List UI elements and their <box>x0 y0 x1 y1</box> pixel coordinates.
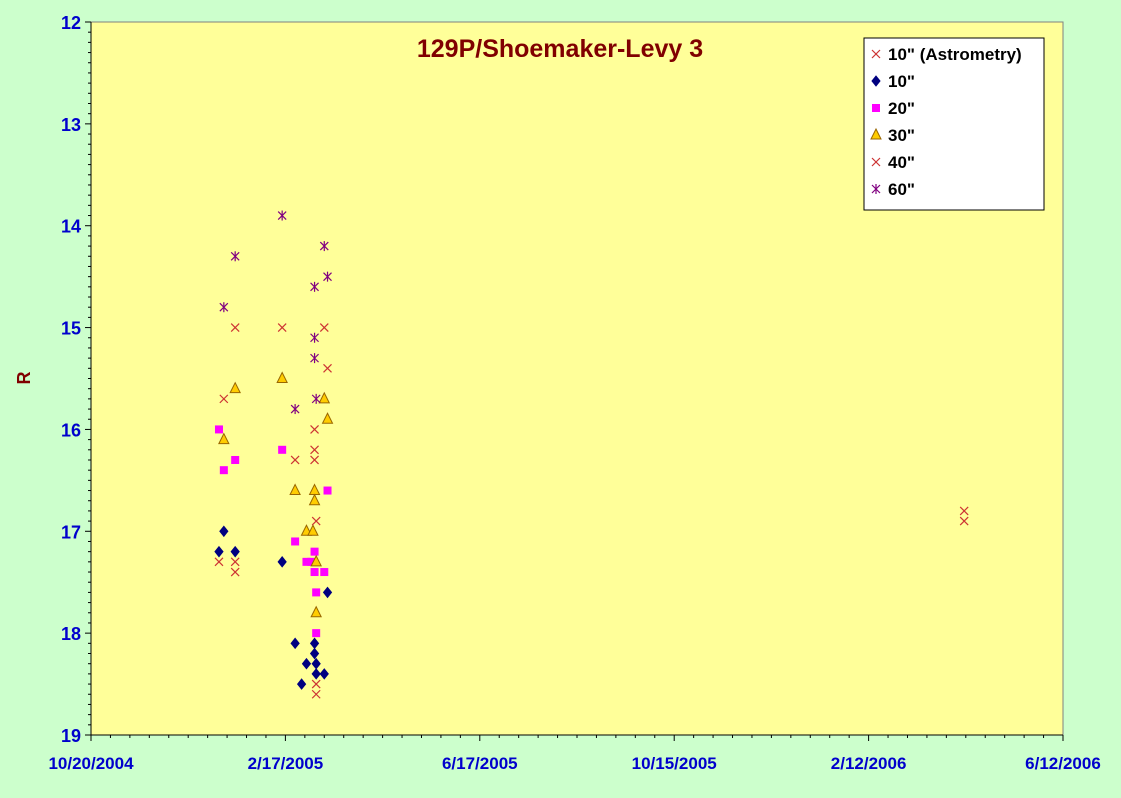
data-point-series-6 <box>323 271 332 282</box>
data-point-series-5 <box>319 323 329 332</box>
y-tick-label: 12 <box>61 13 81 33</box>
data-point-series-3 <box>302 557 311 566</box>
legend: 10" (Astrometry) 10" 20" 30" 40" 60" <box>863 37 1045 211</box>
y-tick-label: 19 <box>61 726 81 746</box>
y-tick-label: 18 <box>61 624 81 644</box>
y-tick-label: 16 <box>61 420 81 440</box>
x-tick-label: 6/17/2005 <box>442 754 518 773</box>
data-point-series-3 <box>278 445 287 454</box>
data-points <box>214 210 969 699</box>
data-point-series-3 <box>323 486 332 495</box>
data-point-series-2 <box>301 657 312 670</box>
data-point-series-5 <box>323 363 332 373</box>
legend-label-series-2: 10" <box>888 72 915 91</box>
legend-label-series-3: 20" <box>888 99 915 118</box>
data-point-series-5 <box>311 689 321 699</box>
data-point-series-4 <box>276 371 288 383</box>
data-point-series-5 <box>277 323 287 332</box>
data-point-series-2 <box>309 647 320 660</box>
data-point-series-6 <box>310 353 319 364</box>
data-point-series-3 <box>312 629 321 638</box>
x-tick-label: 10/15/2005 <box>632 754 717 773</box>
legend-marker-series-2 <box>871 75 881 87</box>
legend-label-series-4: 30" <box>888 126 915 145</box>
data-point-series-2 <box>296 678 307 690</box>
data-point-series-4 <box>318 391 331 404</box>
data-point-series-6 <box>319 241 329 252</box>
data-point-series-2 <box>322 586 333 599</box>
data-point-series-6 <box>219 302 229 313</box>
data-point-series-5 <box>959 506 969 516</box>
y-tick-label: 14 <box>61 217 81 237</box>
data-point-series-6 <box>311 393 321 404</box>
chart-title: 129P/Shoemaker-Levy 3 <box>417 35 703 63</box>
data-point-series-4 <box>229 381 241 394</box>
data-point-series-2 <box>290 637 300 650</box>
data-point-series-4 <box>307 524 319 536</box>
data-point-series-2 <box>214 545 224 558</box>
data-point-series-2 <box>219 525 229 538</box>
data-point-series-3 <box>219 466 228 475</box>
data-point-series-4 <box>310 554 322 567</box>
legend-label-series-1: 10" (Astrometry) <box>888 45 1022 64</box>
data-point-series-6 <box>230 251 240 262</box>
data-point-series-3 <box>310 568 319 577</box>
data-point-series-2 <box>277 556 287 568</box>
y-tick-label: 15 <box>61 319 81 339</box>
data-point-series-3 <box>310 547 319 556</box>
data-point-series-3 <box>214 425 223 434</box>
data-point-series-5 <box>959 516 969 526</box>
data-point-series-6 <box>310 332 319 343</box>
data-point-series-2 <box>319 668 329 680</box>
data-point-series-1 <box>230 567 240 577</box>
data-point-series-3 <box>291 537 300 546</box>
x-tick-label: 6/12/2006 <box>1025 754 1101 773</box>
data-point-series-6 <box>310 281 319 292</box>
legend-marker-series-6 <box>871 184 881 194</box>
x-tick-label: 2/12/2006 <box>831 754 907 773</box>
legend-marker-series-1 <box>871 49 881 59</box>
data-point-series-5 <box>311 516 321 526</box>
data-point-series-5 <box>310 425 319 434</box>
legend-marker-series-3 <box>872 104 880 112</box>
axes: 12 13 14 15 16 17 18 19 10/20/2004 2/17/2005 6/17/… <box>48 13 1100 773</box>
data-point-series-4 <box>310 605 322 618</box>
x-tick-label: 2/17/2005 <box>248 754 324 773</box>
data-point-series-1 <box>230 557 240 567</box>
data-point-series-6 <box>290 404 300 415</box>
data-point-series-4 <box>218 432 230 445</box>
data-point-series-1 <box>214 557 224 567</box>
x-tick-label: 10/20/2004 <box>48 754 134 773</box>
data-point-series-4 <box>289 483 301 496</box>
legend-label-series-5: 40" <box>888 153 915 172</box>
legend-marker-series-5 <box>871 157 881 167</box>
data-point-series-3 <box>307 557 316 566</box>
data-point-series-5 <box>310 445 319 455</box>
y-tick-label: 17 <box>61 522 81 542</box>
data-point-series-1 <box>230 323 240 332</box>
data-point-series-5 <box>311 679 321 689</box>
data-point-series-5 <box>290 455 300 465</box>
data-point-series-3 <box>231 455 240 464</box>
legend-box <box>863 37 1045 211</box>
data-point-series-4 <box>308 493 321 506</box>
data-point-series-6 <box>277 210 287 221</box>
y-tick-label: 13 <box>61 115 81 135</box>
data-point-series-1 <box>219 394 229 404</box>
data-point-series-2 <box>230 545 240 558</box>
legend-label-series-6: 60" <box>888 180 915 199</box>
data-point-series-5 <box>310 455 319 465</box>
data-point-series-4 <box>321 412 334 424</box>
data-point-series-3 <box>312 588 321 597</box>
data-point-series-2 <box>311 668 321 680</box>
data-point-series-3 <box>320 568 329 577</box>
y-axis-label: R <box>14 372 34 385</box>
legend-marker-series-4 <box>870 127 882 140</box>
